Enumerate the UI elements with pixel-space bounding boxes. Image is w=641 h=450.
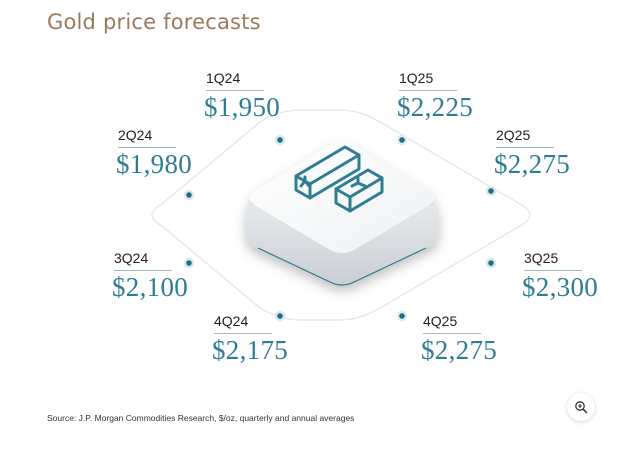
label-rule <box>118 147 176 148</box>
quarter-label-3q24: 3Q24 <box>114 250 149 266</box>
price-3q24: $2,100 <box>112 272 189 302</box>
quarter-label-4q24: 4Q24 <box>214 313 249 329</box>
dot-2q25 <box>485 185 497 197</box>
price-2q24: $1,980 <box>116 149 193 179</box>
chart-title: Gold price forecasts <box>47 10 261 34</box>
center-block-edge <box>257 247 427 286</box>
track-outline <box>151 109 531 321</box>
price-2q25: $2,275 <box>494 149 571 179</box>
quarter-label-2q24: 2Q24 <box>118 127 153 143</box>
zoom-button[interactable] <box>567 393 595 421</box>
quarter-label-1q24: 1Q24 <box>206 70 241 86</box>
label-rule <box>114 270 172 271</box>
label-rule <box>206 90 264 91</box>
price-3q25: $2,300 <box>522 272 599 302</box>
dot-3q24 <box>183 257 195 269</box>
label-rule <box>399 90 457 91</box>
dot-3q25 <box>485 257 497 269</box>
gold-bars-icon <box>294 145 384 213</box>
label-rule <box>214 333 272 334</box>
label-rule <box>423 333 481 334</box>
dot-1q25 <box>396 134 408 146</box>
quarter-label-4q25: 4Q25 <box>423 313 458 329</box>
quarter-label-1q25: 1Q25 <box>399 70 434 86</box>
price-4q25: $2,275 <box>421 335 498 365</box>
price-1q25: $2,225 <box>397 92 474 122</box>
label-rule <box>524 270 582 271</box>
quarter-label-3q25: 3Q25 <box>524 250 559 266</box>
timeline-dots <box>183 134 497 322</box>
dot-4q24 <box>274 310 286 322</box>
dot-1q24 <box>274 134 286 146</box>
quarter-label-2q25: 2Q25 <box>496 127 531 143</box>
zoom-in-icon <box>575 401 588 414</box>
label-rule <box>496 147 554 148</box>
price-1q24: $1,950 <box>204 92 281 122</box>
price-4q24: $2,175 <box>212 335 289 365</box>
source-note: Source: J.P. Morgan Commodities Research… <box>47 413 355 423</box>
dot-2q24 <box>183 189 195 201</box>
dot-4q25 <box>396 310 408 322</box>
